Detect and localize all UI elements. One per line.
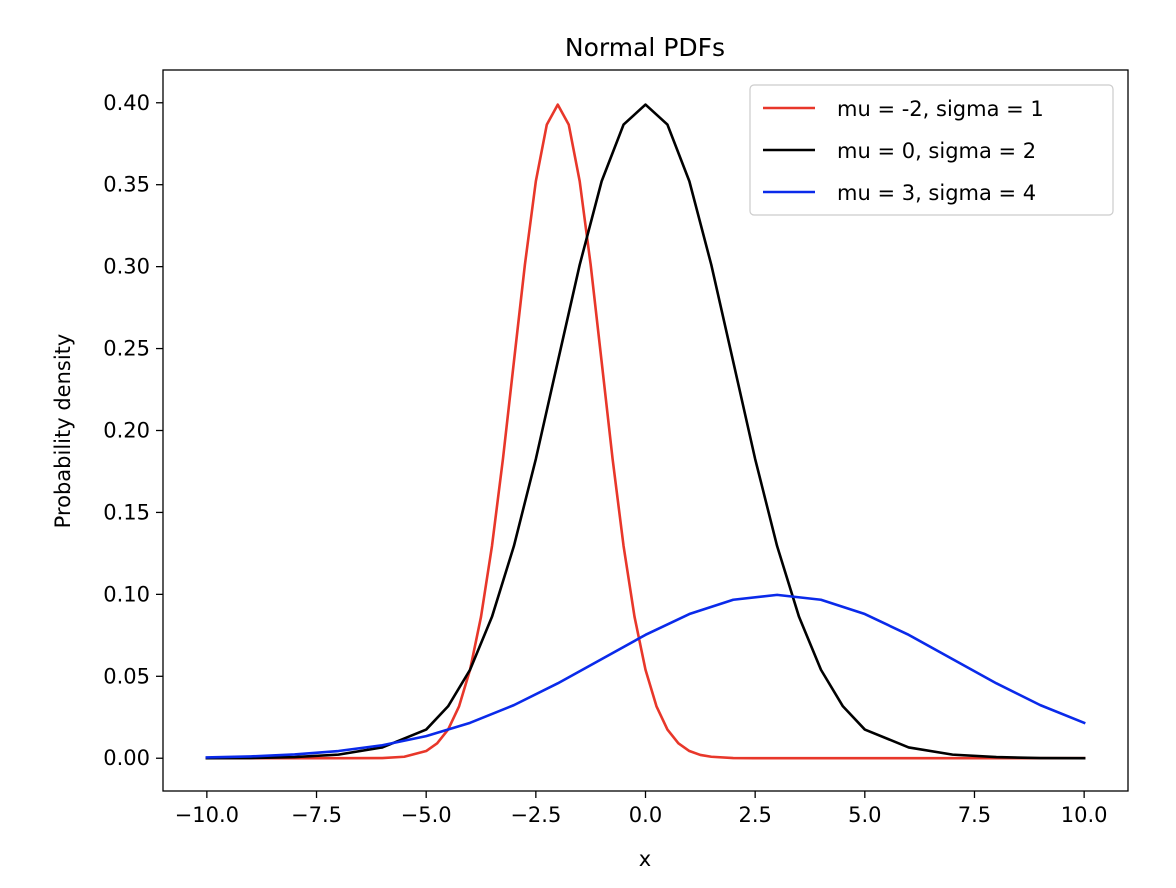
x-tick-label: −10.0 (175, 803, 239, 827)
legend-entries: mu = -2, sigma = 1 mu = 0, sigma = 2 mu = … (763, 97, 1044, 205)
legend-box (749, 84, 1114, 216)
y-tick-label: 0.20 (103, 419, 150, 443)
legend: mu = -2, sigma = 1 mu = 0, sigma = 2 mu = … (749, 84, 1114, 216)
x-tick-label: 5.0 (848, 803, 881, 827)
y-tick-label: 0.40 (103, 91, 150, 115)
series-line-1 (205, 103, 1086, 760)
series-lines (205, 103, 1086, 760)
series-line-2 (205, 103, 1086, 760)
x-axis-ticks: −10.0 −7.5 −5.0 −2.5 0.0 2.5 5.0 7.5 10.0 (175, 791, 1108, 827)
y-tick-label: 0.30 (103, 255, 150, 279)
x-tick-label: −2.5 (510, 803, 561, 827)
chart-title: Normal PDFs (565, 33, 725, 62)
y-axis-ticks: 0.00 0.05 0.10 0.15 0.20 0.25 0.30 0.35 0.40 (103, 91, 163, 770)
y-axis-label: Probability density (51, 334, 75, 529)
x-tick-label: 10.0 (1061, 803, 1108, 827)
x-axis-label: x (639, 847, 651, 871)
legend-label: mu = 3, sigma = 4 (837, 181, 1036, 205)
y-tick-label: 0.10 (103, 582, 150, 606)
legend-label: mu = 0, sigma = 2 (837, 139, 1036, 163)
y-tick-label: 0.00 (103, 746, 150, 770)
y-tick-label: 0.15 (103, 500, 150, 524)
x-tick-label: −5.0 (401, 803, 452, 827)
series-line-3 (205, 593, 1086, 759)
y-tick-label: 0.25 (103, 337, 150, 361)
y-tick-label: 0.05 (103, 664, 150, 688)
x-tick-label: 2.5 (738, 803, 771, 827)
x-tick-label: −7.5 (291, 803, 342, 827)
x-tick-label: 0.0 (629, 803, 662, 827)
legend-label: mu = -2, sigma = 1 (837, 97, 1044, 121)
x-tick-label: 7.5 (958, 803, 991, 827)
y-tick-label: 0.35 (103, 173, 150, 197)
